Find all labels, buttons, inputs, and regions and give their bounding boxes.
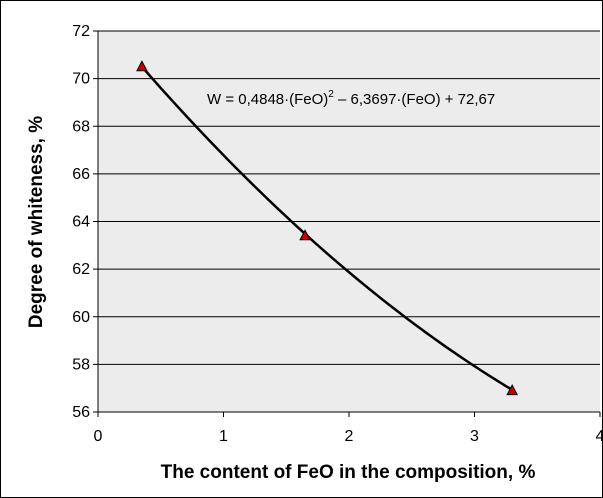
grid-lines — [98, 30, 600, 413]
x-tick-label-3: 3 — [470, 428, 479, 445]
trendline — [140, 65, 513, 391]
equation-main: W = 0,4848·(FeO) — [207, 91, 328, 108]
y-tick-label-66: 66 — [72, 166, 90, 183]
axes — [93, 30, 601, 417]
tick-labels: 56 58 60 62 64 66 68 70 72 0 1 2 3 4 — [72, 23, 603, 445]
y-tick-label-64: 64 — [72, 214, 90, 231]
y-tick-label-62: 62 — [72, 261, 90, 278]
y-tick-label-60: 60 — [72, 309, 90, 326]
trendline-equation: W = 0,4848·(FeO)2 – 6,3697·(FeO) + 72,67 — [207, 89, 495, 108]
trendline-group — [140, 65, 513, 391]
x-tick-label-1: 1 — [219, 428, 228, 445]
x-tick-label-2: 2 — [345, 428, 354, 445]
equation-superscript: 2 — [328, 89, 334, 100]
y-tick-label-56: 56 — [72, 404, 90, 421]
equation-rest: – 6,3697·(FeO) + 72,67 — [334, 91, 495, 108]
data-points — [136, 60, 518, 396]
x-tick-label-4: 4 — [596, 428, 603, 445]
data-point — [136, 60, 148, 72]
x-tick-label-0: 0 — [94, 428, 103, 445]
y-axis-title: Degree of whiteness, % — [26, 116, 47, 328]
data-point — [506, 383, 518, 396]
y-tick-label-58: 58 — [72, 356, 90, 373]
y-tick-label-70: 70 — [72, 71, 90, 88]
data-point — [299, 229, 311, 241]
x-axis-title: The content of FeO in the composition, % — [161, 462, 536, 483]
y-tick-label-68: 68 — [72, 118, 90, 135]
y-tick-label-72: 72 — [72, 23, 90, 40]
